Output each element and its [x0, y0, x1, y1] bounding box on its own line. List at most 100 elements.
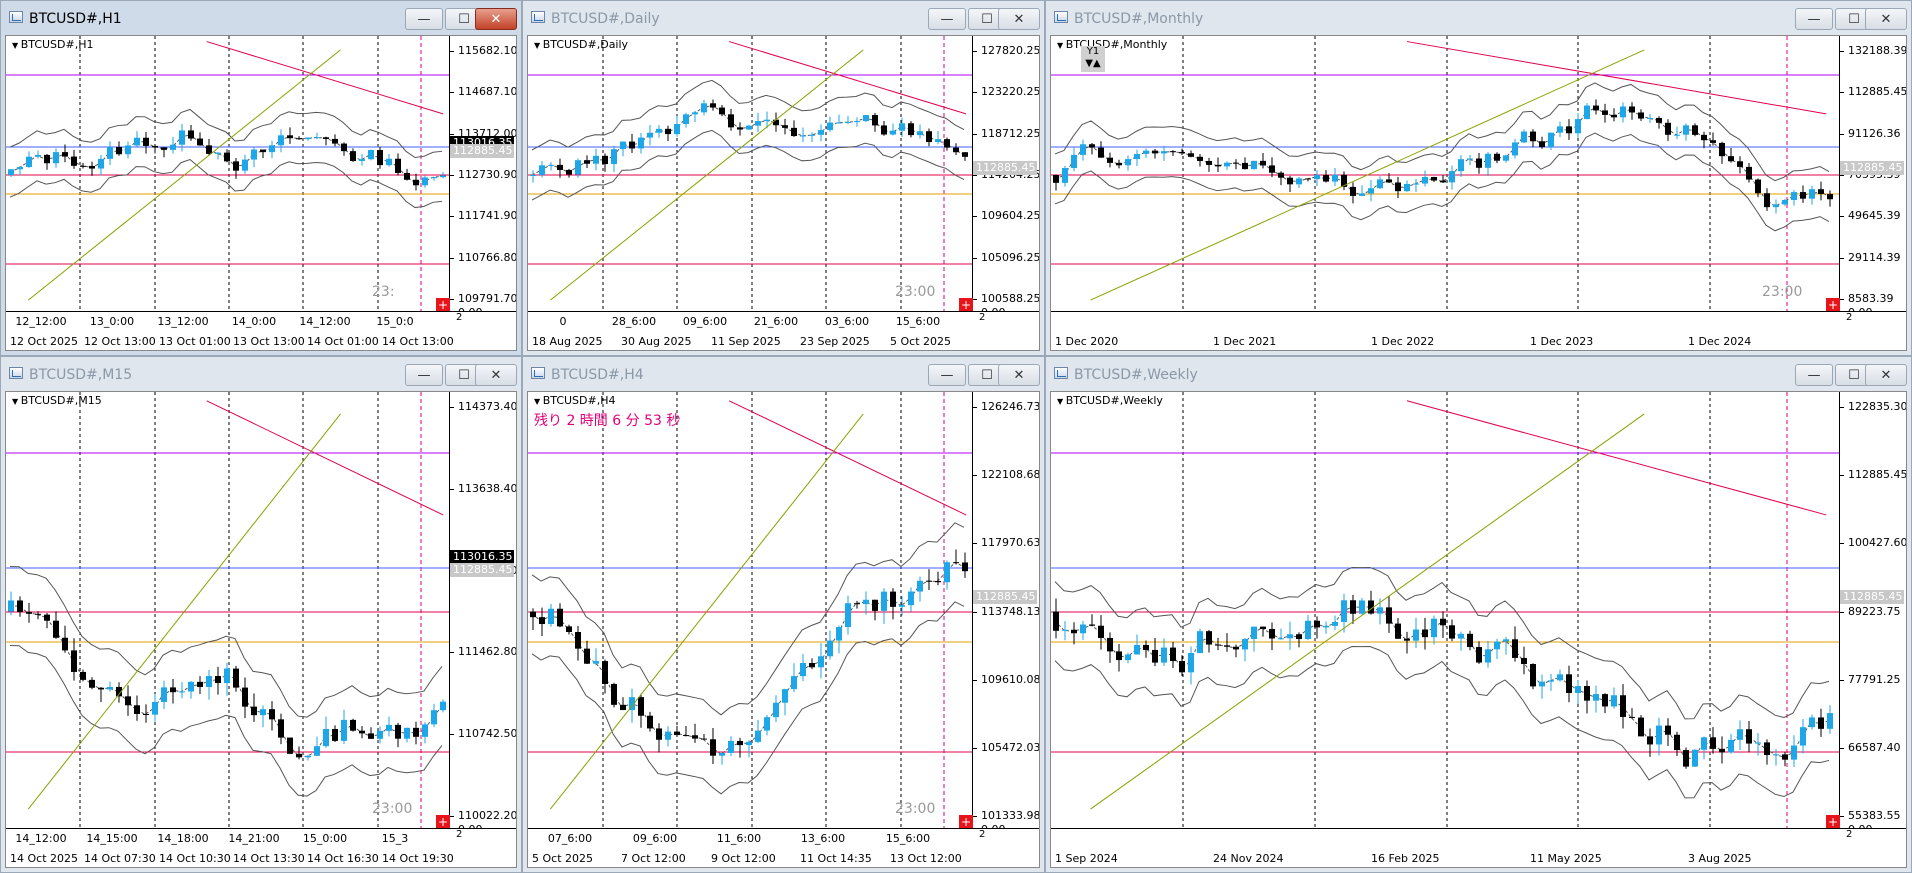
minimize-button[interactable]: —	[928, 8, 966, 30]
candle-body	[422, 177, 428, 186]
time-tick-label: 21_6:00	[753, 315, 799, 328]
price-tick-label: 91126.36	[1840, 127, 1901, 140]
candle-body	[1638, 112, 1644, 119]
date-tick-label: 1 Dec 2024	[1688, 335, 1752, 348]
close-button[interactable]: ✕	[998, 8, 1040, 30]
window-title: BTCUSD#,M15	[29, 367, 133, 383]
candle-body	[1827, 193, 1833, 200]
arrow-icons[interactable]: ▼▲	[1085, 58, 1101, 69]
minimize-button[interactable]: —	[405, 8, 443, 30]
add-indicator-button[interactable]: +	[1826, 298, 1840, 312]
candle-body	[872, 599, 878, 611]
price-axis[interactable]: 114373.40113638.40112197.80111462.801107…	[449, 392, 516, 836]
candle-body	[1431, 618, 1437, 638]
candle-body	[1296, 178, 1302, 185]
candle-body	[1458, 159, 1464, 172]
window-titlebar[interactable]: BTCUSD#,H4— ☐ ✕	[523, 357, 1044, 391]
close-button[interactable]: ✕	[998, 364, 1040, 386]
add-indicator-button[interactable]: +	[1826, 815, 1840, 829]
candle-body	[161, 687, 167, 702]
close-button[interactable]: ✕	[475, 8, 517, 30]
candle-body	[1485, 153, 1491, 168]
minimize-button[interactable]: —	[1795, 8, 1833, 30]
chart-window-m15[interactable]: BTCUSD#,M15—☐✕BTCUSD#,M15114373.40113638…	[0, 356, 522, 873]
close-button[interactable]: ✕	[1865, 8, 1907, 30]
candle-body	[1314, 175, 1320, 180]
price-axis[interactable]: 132188.39112885.4591126.3670595.3949645.…	[1839, 36, 1906, 319]
chart-window-monthly[interactable]: BTCUSD#,Monthly—☐✕BTCUSD#,MonthlyY1▼▲132…	[1045, 0, 1912, 356]
price-tick-label: 115682.10	[450, 44, 517, 57]
price-chart[interactable]: BTCUSD#,Weekly 122835.30 112885.45 100427.6…	[1050, 391, 1907, 868]
window-titlebar[interactable]: BTCUSD#,Daily — ☐ ✕	[523, 1, 1044, 35]
candle-body	[1656, 117, 1662, 123]
add-indicator-button[interactable]: +	[436, 298, 450, 312]
ask-price-tag: 112885.45	[450, 144, 514, 158]
price-axis[interactable]: 127820.25123220.25118712.25114204.251096…	[972, 36, 1039, 319]
candle-body	[1620, 695, 1626, 717]
candle-body	[539, 617, 545, 625]
candle-body	[1611, 114, 1617, 118]
candle-body	[17, 600, 23, 612]
candle-body	[1674, 134, 1680, 136]
chart-window-weekly[interactable]: BTCUSD#,Weekly—☐✕BTCUSD#,Weekly122835.30…	[1045, 356, 1912, 873]
time-tick-label: 14_21:00	[228, 832, 280, 845]
window-titlebar[interactable]: BTCUSD#,M15— ☐ ✕	[1, 357, 521, 391]
candle-body	[1467, 633, 1473, 648]
add-indicator-button[interactable]: +	[959, 815, 973, 829]
candle-body	[296, 138, 302, 140]
candle-body	[1440, 618, 1446, 626]
candle-body	[1422, 629, 1428, 638]
date-tick-label: 11 Oct 14:35	[800, 852, 872, 865]
candle-body	[1332, 174, 1338, 182]
add-indicator-button[interactable]: +	[436, 815, 450, 829]
candle-body	[944, 139, 950, 148]
minimize-button[interactable]: —	[405, 364, 443, 386]
candle-body	[1746, 729, 1752, 744]
maximize-button[interactable]: ☐	[968, 8, 1006, 30]
candle-body	[1800, 192, 1806, 199]
price-chart[interactable]: BTCUSD#,M15114373.40113638.40112197.8011…	[5, 391, 517, 868]
price-chart[interactable]: BTCUSD#,H1115682.10114687.10113712.00112…	[5, 35, 517, 351]
candle-body	[1251, 160, 1257, 170]
time-tick-label: 14_12:00	[299, 315, 351, 328]
y1-badge[interactable]: Y1 ▼▲	[1081, 46, 1105, 72]
minimize-button[interactable]: —	[1795, 364, 1833, 386]
add-indicator-button[interactable]: +	[959, 298, 973, 312]
time-axis[interactable]: 1 Sep 2024 24 Nov 2024 16 Feb 2025 11 May 2…	[1051, 828, 1906, 867]
chart-window-h1[interactable]: BTCUSD#,H1—☐✕BTCUSD#,H1115682.10114687.1…	[0, 0, 522, 356]
candle-body	[800, 135, 806, 137]
close-button[interactable]: ✕	[475, 364, 517, 386]
close-button[interactable]: ✕	[1865, 364, 1907, 386]
candle-body	[1089, 624, 1095, 626]
time-axis[interactable]: 1 Dec 2020 1 Dec 2021 1 Dec 2022 1 Dec 2023…	[1051, 311, 1906, 350]
price-axis[interactable]: 122835.30 112885.45 100427.60 89223.75 77791…	[1839, 392, 1906, 836]
candle-body	[1053, 611, 1059, 631]
candle-body	[431, 177, 437, 179]
window-titlebar[interactable]: BTCUSD#,H1— ☐ ✕	[1, 1, 521, 35]
minimize-button[interactable]: —	[928, 364, 966, 386]
price-axis[interactable]: 126246.73 122108.68 117970.63 113748.13 1096…	[972, 392, 1039, 836]
candle-body	[1584, 105, 1590, 120]
price-axis[interactable]: 115682.10 114687.10 113712.00 112730.90 1117…	[449, 36, 517, 319]
time-axis[interactable]: 14_12:00 14_15:00 14_18:00 14_21:00 15_0:00 1…	[6, 828, 516, 867]
window-titlebar[interactable]: BTCUSD#,Weekly — ☐ ✕	[1046, 357, 1911, 391]
date-tick-label: 13 Oct 01:00	[159, 335, 231, 348]
candle-body	[1449, 625, 1455, 639]
time-axis[interactable]: 0 28_6:00 09_6:00 21_6:00 03_6:00 15_6:00 18 A…	[528, 311, 1039, 350]
candle-body	[278, 135, 284, 146]
trend-line	[1406, 400, 1827, 516]
window-titlebar[interactable]: BTCUSD#,Monthly — ☐ ✕	[1046, 1, 1911, 35]
candle-body	[611, 149, 617, 165]
candle-body	[953, 562, 959, 564]
candle-body	[908, 591, 914, 606]
chart-window-daily[interactable]: BTCUSD#,Daily —☐✕ BTCUSD#,Daily 127820.25 12…	[522, 0, 1045, 356]
price-chart[interactable]: BTCUSD#,Daily 127820.25 123220.25 118712.25…	[527, 35, 1040, 351]
time-axis[interactable]: 07_6:00 09_6:00 11_6:00 13_6:00 15_6:00 5 Oct…	[528, 828, 1039, 867]
price-chart[interactable]: BTCUSD#,H4 残り 2 時間 6 分 53 秒 126246.73 12210…	[527, 391, 1040, 868]
candle-body	[764, 717, 770, 731]
candle-body	[854, 121, 860, 123]
candle-body	[305, 755, 311, 758]
time-axis[interactable]: 12_12:00 13_0:00 13_12:00 14_0:00 14_12:00 15…	[6, 311, 516, 350]
